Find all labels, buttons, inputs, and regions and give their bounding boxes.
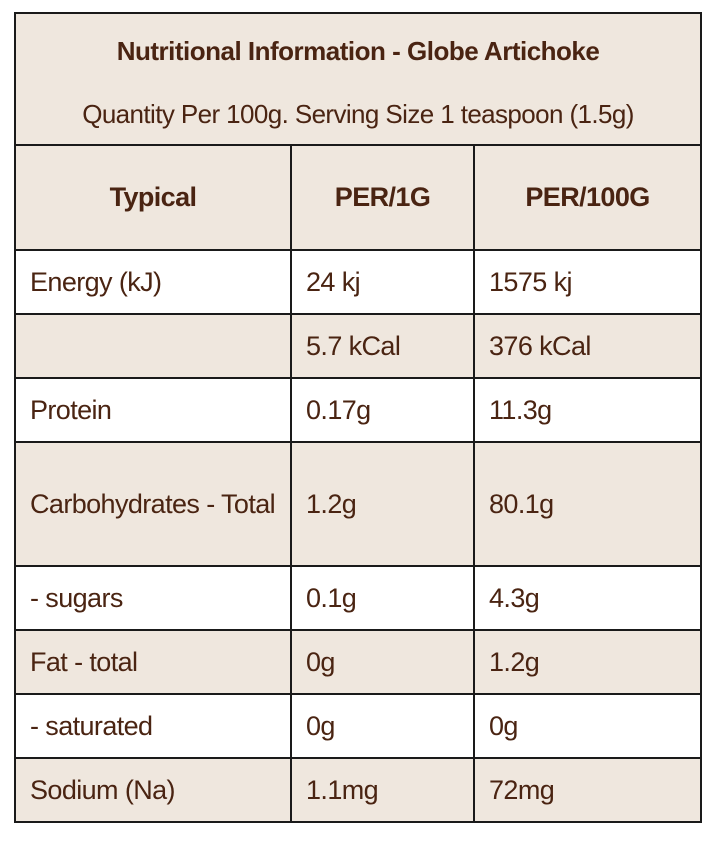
row-per-1g: 0.17g <box>290 377 475 443</box>
row-per-1g: 0g <box>290 693 475 759</box>
row-label: Fat - total <box>14 629 292 695</box>
table-caption: Nutritional Information - Globe Artichok… <box>13 12 703 146</box>
row-per-100g: 1.2g <box>472 629 703 695</box>
header-typical: Typical <box>14 144 292 251</box>
nutrition-table-container: Nutritional Information - Globe Artichok… <box>13 12 703 823</box>
row-per-1g: 1.2g <box>290 441 475 567</box>
row-per-100g: 376 kCal <box>472 313 703 379</box>
row-label: Energy (kJ) <box>14 249 292 315</box>
table-subtitle: Quantity Per 100g. Serving Size 1 teaspo… <box>82 99 634 129</box>
row-per-100g: 72mg <box>472 757 703 823</box>
row-per-100g: 1575 kj <box>472 249 703 315</box>
table-row: - saturated 0g 0g <box>14 693 703 759</box>
row-label: - saturated <box>14 693 292 759</box>
row-label: - sugars <box>14 565 292 631</box>
header-per-100g: PER/100G <box>472 144 703 251</box>
table-row: Fat - total 0g 1.2g <box>14 629 703 695</box>
row-label: Sodium (Na) <box>14 757 292 823</box>
row-label <box>14 313 292 379</box>
header-per-1g: PER/1G <box>290 144 475 251</box>
row-per-100g: 4.3g <box>472 565 703 631</box>
row-per-1g: 5.7 kCal <box>290 313 475 379</box>
table-row: Carbohydrates - Total 1.2g 80.1g <box>14 441 703 567</box>
row-per-1g: 0g <box>290 629 475 695</box>
nutrition-table: Nutritional Information - Globe Artichok… <box>13 12 703 823</box>
table-row: 5.7 kCal 376 kCal <box>14 313 703 379</box>
header-row: Typical PER/1G PER/100G <box>14 144 703 251</box>
row-label: Carbohydrates - Total <box>14 441 292 567</box>
caption-row: Nutritional Information - Globe Artichok… <box>13 12 703 146</box>
table-title: Nutritional Information - Globe Artichok… <box>116 36 600 66</box>
table-row: Sodium (Na) 1.1mg 72mg <box>14 757 703 823</box>
row-per-100g: 0g <box>472 693 703 759</box>
row-label: Protein <box>14 377 292 443</box>
row-per-100g: 80.1g <box>472 441 703 567</box>
table-row: Energy (kJ) 24 kj 1575 kj <box>14 249 703 315</box>
row-per-1g: 1.1mg <box>290 757 475 823</box>
table-row: Protein 0.17g 11.3g <box>14 377 703 443</box>
table-row: - sugars 0.1g 4.3g <box>14 565 703 631</box>
row-per-100g: 11.3g <box>472 377 703 443</box>
row-per-1g: 0.1g <box>290 565 475 631</box>
row-per-1g: 24 kj <box>290 249 475 315</box>
